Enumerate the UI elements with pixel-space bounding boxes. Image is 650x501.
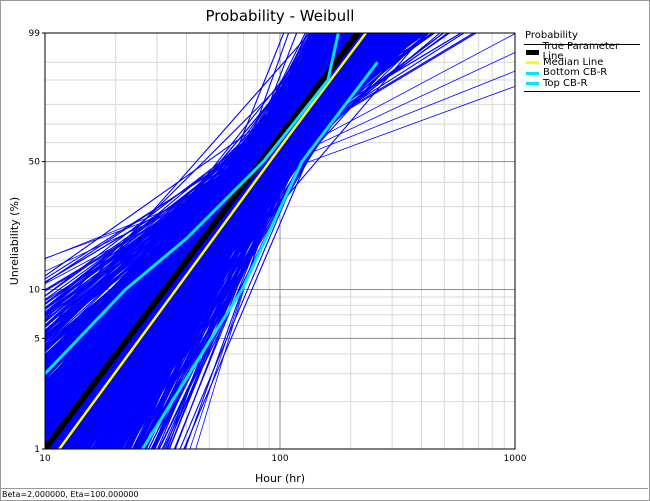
simulated-line	[195, 33, 322, 449]
x-tick-label: 10	[39, 454, 51, 464]
simulated-line	[45, 85, 515, 259]
simulated-line	[45, 33, 477, 292]
simulated-line	[72, 33, 339, 449]
legend-title: Probability	[524, 30, 640, 45]
simulated-line	[45, 33, 515, 285]
legend-label: Median Line	[543, 56, 604, 68]
simulated-line	[45, 33, 385, 393]
legend-label: True Parameter Line	[542, 41, 620, 63]
simulated-line	[138, 33, 332, 449]
legend-label: Top CB-R	[543, 77, 588, 89]
legend-item-true-parameter-line: True Parameter Line	[524, 42, 640, 62]
simulated-line	[45, 33, 408, 356]
series-line-bottom-cb-r	[141, 61, 379, 449]
simulated-line	[132, 33, 382, 449]
y-tick-label: 10	[29, 285, 41, 295]
simulated-line	[45, 33, 337, 375]
simulated-lines	[45, 33, 515, 449]
chart-title: Probability - Weibull	[205, 7, 355, 25]
simulated-line	[45, 33, 352, 386]
simulated-line	[45, 33, 409, 415]
simulated-line	[45, 33, 449, 333]
simulated-line	[53, 33, 379, 449]
simulated-line	[45, 33, 435, 316]
legend-swatch	[526, 82, 539, 86]
legend-label: Bottom CB-R	[543, 67, 608, 79]
simulated-line	[132, 33, 371, 449]
simulated-line	[45, 33, 336, 423]
legend-item-median-line: Median Line	[524, 56, 640, 69]
status-footer: Beta=2.000000, Eta=100.000000	[0, 488, 648, 500]
simulated-line	[45, 33, 357, 434]
simulated-line	[45, 33, 341, 414]
simulated-line	[45, 33, 444, 336]
tick-labels: 10 100 1000 1 5 10 50 99	[29, 29, 527, 464]
y-tick-label: 99	[29, 29, 41, 39]
legend-item-top-cb-r: Top CB-R	[524, 77, 640, 90]
series-lines	[45, 33, 379, 449]
x-axis-label: Hour (hr)	[255, 472, 305, 485]
simulated-line	[45, 33, 371, 342]
series-line-top-cb-r	[45, 33, 340, 375]
legend-swatch	[526, 71, 539, 75]
legend-item-bottom-cb-r: Bottom CB-R	[524, 68, 640, 79]
y-tick-label: 5	[34, 334, 40, 344]
y-tick-label: 1	[34, 445, 40, 455]
y-axis-label: Unreliability (%)	[8, 197, 21, 285]
legend-items: True Parameter Line Median Line Bottom C…	[524, 42, 640, 92]
legend-swatch	[526, 61, 539, 65]
simulated-line	[45, 70, 515, 260]
simulated-line	[45, 33, 399, 361]
series-line-median-line	[58, 33, 367, 449]
x-tick-label: 100	[271, 454, 288, 464]
y-tick-label: 50	[29, 158, 41, 168]
legend: Probability True Parameter Line Median L…	[524, 30, 640, 92]
simulated-line	[91, 33, 324, 449]
x-tick-label: 1000	[504, 454, 527, 464]
simulated-line	[45, 33, 333, 321]
simulated-line	[45, 52, 515, 272]
plot-border	[44, 32, 516, 450]
legend-swatch	[526, 49, 539, 55]
